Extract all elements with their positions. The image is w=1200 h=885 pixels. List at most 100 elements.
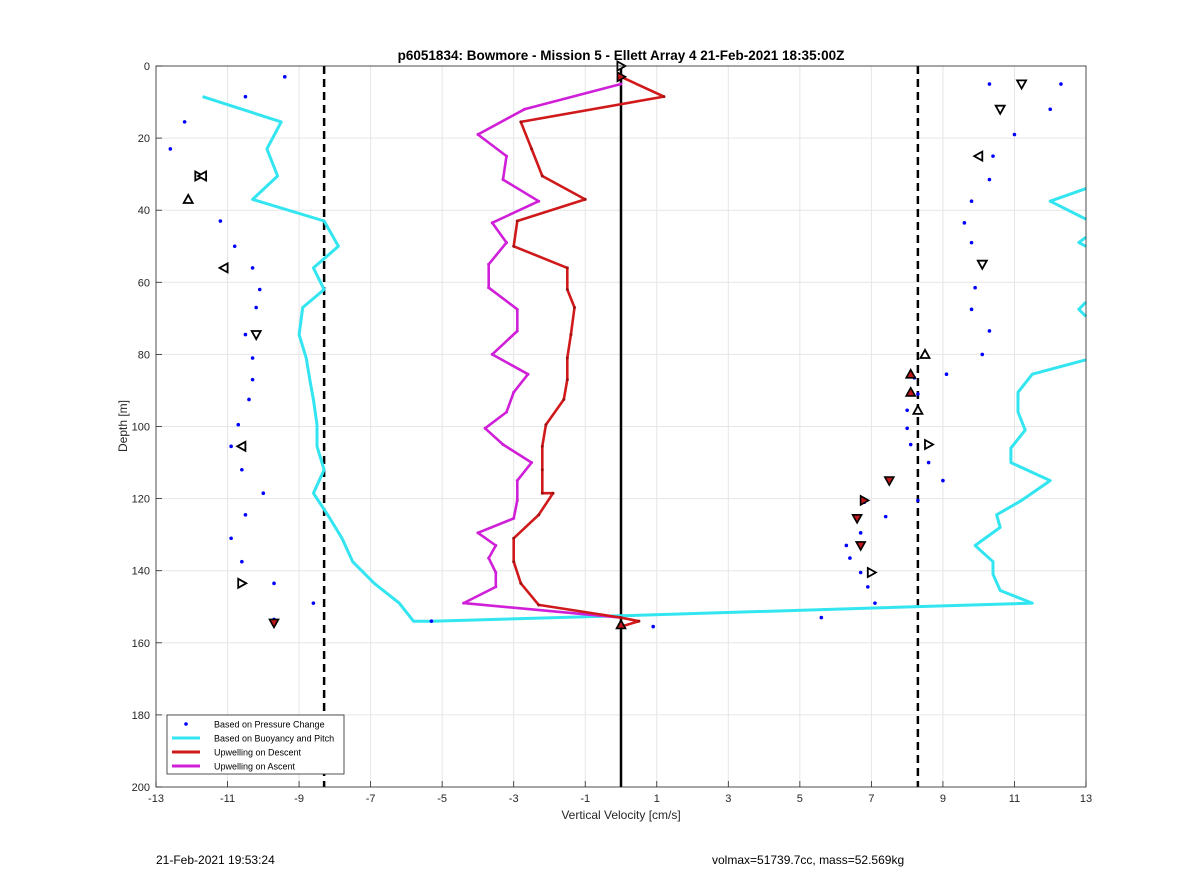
pressure-point (240, 559, 244, 564)
triangle-marker-hollow (1015, 79, 1028, 91)
triangle-marker-filled (851, 513, 863, 525)
ascent-point (494, 543, 498, 547)
descent-point (530, 147, 534, 151)
pressure-point (250, 377, 255, 382)
pressure-point (218, 219, 223, 223)
pressure-point (243, 332, 248, 337)
pressure-point (250, 266, 255, 270)
pressure-point (651, 624, 655, 629)
pressure-point (247, 397, 251, 402)
triangle-marker-hollow (250, 330, 263, 341)
pressure-point (232, 244, 237, 249)
pressure-point (236, 422, 241, 427)
y-tick-label: 120 (132, 494, 150, 506)
descent-point (540, 491, 544, 495)
pressure-point (1012, 132, 1017, 137)
x-tick-label: -5 (437, 793, 447, 805)
ascent-point (490, 221, 494, 225)
marker-layer (182, 59, 1028, 630)
ascent-point (505, 154, 509, 158)
y-tick-label: 200 (132, 782, 150, 794)
legend-label: Upwelling on Descent (214, 748, 302, 758)
ascent-point (483, 426, 487, 430)
y-tick-label: 40 (138, 205, 150, 217)
triangle-marker-filled (268, 618, 280, 630)
descent-point (515, 219, 519, 223)
buoyancy-line (1048, 187, 1087, 221)
ascent-point (515, 479, 519, 483)
pressure-point (257, 287, 262, 292)
ascent-point (490, 352, 494, 356)
triangle-marker-hollow (911, 403, 924, 415)
pressure-point (962, 221, 967, 225)
pressure-point (969, 307, 974, 312)
ascent-point (487, 262, 491, 266)
triangle-marker-filled (859, 494, 871, 507)
pressure-point (168, 147, 173, 151)
triangle-marker-hollow (237, 577, 249, 590)
triangle-marker-hollow (196, 169, 208, 183)
y-tick-label: 180 (132, 710, 150, 722)
x-tick-label: 7 (868, 793, 874, 805)
descent-point (565, 288, 569, 292)
triangle-marker-hollow (182, 193, 195, 204)
descent-line (512, 75, 666, 628)
legend-label: Based on Pressure Change (214, 720, 325, 730)
pressure-point (240, 467, 244, 472)
descent-point (565, 378, 569, 382)
ascent-point (515, 498, 519, 502)
y-tick-label: 20 (138, 133, 150, 145)
pressure-point (229, 536, 233, 541)
triangle-marker-hollow (235, 440, 247, 453)
pressure-point (254, 305, 258, 310)
footer-volmax-mass: volmax=51739.7cc, mass=52.569kg (712, 853, 905, 867)
ascent-point (476, 132, 480, 136)
descent-point (512, 536, 516, 540)
series-layer (168, 75, 1088, 629)
x-tick-label: 1 (654, 793, 660, 805)
descent-point (551, 491, 555, 495)
descent-point (619, 616, 623, 620)
triangle-marker-filled (615, 618, 627, 630)
pressure-point (229, 444, 233, 449)
x-tick-label: -13 (148, 793, 164, 805)
triangle-marker-hollow (918, 348, 932, 359)
pressure-point (844, 543, 849, 548)
triangle-marker-hollow (217, 261, 229, 274)
triangle-marker-filled (616, 70, 628, 83)
pressure-point (250, 356, 255, 360)
pressure-point (873, 601, 877, 605)
legend: Based on Pressure Change Based on Buoyanc… (166, 714, 345, 775)
legend-swatch-pressure (184, 722, 188, 726)
pressure-point (182, 120, 187, 124)
pressure-point (429, 619, 434, 623)
pressure-point (905, 408, 909, 413)
ascent-point (526, 372, 530, 376)
descent-point (583, 197, 587, 201)
ascent-point (494, 585, 498, 589)
x-tick-label: -3 (509, 793, 519, 805)
ascent-point (512, 390, 516, 394)
y-tick-label: 0 (144, 61, 150, 73)
pressure-point (973, 285, 977, 290)
descent-point (662, 95, 666, 99)
descent-point (540, 174, 544, 178)
pressure-point (1059, 82, 1063, 86)
descent-point (512, 244, 516, 248)
buoyancy-line (202, 95, 1087, 623)
ascent-point (487, 286, 491, 290)
ascent-point (501, 443, 505, 447)
x-tick-label: -1 (580, 793, 590, 805)
pressure-point (941, 478, 945, 483)
ascent-point (501, 178, 505, 182)
ascent-point (505, 410, 509, 414)
triangle-marker-hollow (924, 438, 935, 451)
x-tick-label: 13 (1080, 793, 1092, 805)
pressure-point (980, 352, 985, 357)
ascent-point (462, 601, 466, 605)
pressure-point (866, 585, 870, 589)
descent-point (519, 581, 523, 585)
y-tick-label: 140 (132, 566, 150, 578)
ascent-point (515, 307, 519, 311)
